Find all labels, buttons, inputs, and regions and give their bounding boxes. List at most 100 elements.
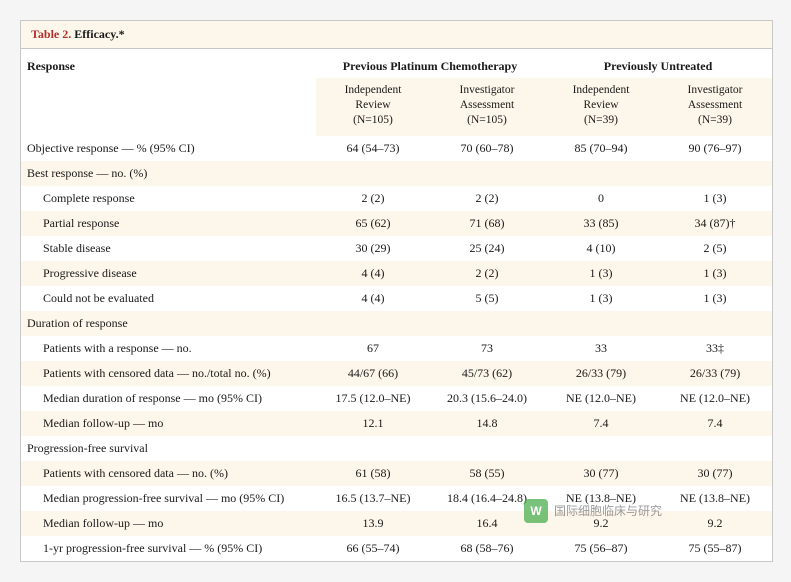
cell-value: 44/67 (66) bbox=[316, 361, 430, 386]
cell-value: 1 (3) bbox=[658, 186, 772, 211]
cell-value bbox=[430, 436, 544, 461]
cell-value: 5 (5) bbox=[430, 286, 544, 311]
row-label: Complete response bbox=[21, 186, 316, 211]
subhead-g1-ia: InvestigatorAssessment(N=105) bbox=[430, 78, 544, 136]
cell-value bbox=[430, 161, 544, 186]
row-label: Median duration of response — mo (95% CI… bbox=[21, 386, 316, 411]
table-row: Progressive disease4 (4)2 (2)1 (3)1 (3) bbox=[21, 261, 772, 286]
efficacy-table-container: Table 2. Efficacy.* Response Previous Pl… bbox=[20, 20, 773, 562]
cell-value: 34 (87)† bbox=[658, 211, 772, 236]
cell-value bbox=[544, 436, 658, 461]
table-row: Duration of response bbox=[21, 311, 772, 336]
cell-value bbox=[430, 311, 544, 336]
table-title-bar: Table 2. Efficacy.* bbox=[21, 21, 772, 49]
subhead-g2-ir: IndependentReview(N=39) bbox=[544, 78, 658, 136]
row-label: 1-yr progression-free survival — % (95% … bbox=[21, 536, 316, 561]
table-row: Could not be evaluated4 (4)5 (5)1 (3)1 (… bbox=[21, 286, 772, 311]
header-response: Response bbox=[21, 49, 316, 136]
row-label: Stable disease bbox=[21, 236, 316, 261]
cell-value: 2 (2) bbox=[430, 186, 544, 211]
row-label: Patients with censored data — no. (%) bbox=[21, 461, 316, 486]
cell-value bbox=[316, 311, 430, 336]
cell-value: 68 (58–76) bbox=[430, 536, 544, 561]
table-number: Table 2. bbox=[31, 27, 71, 41]
cell-value bbox=[544, 311, 658, 336]
table-row: Objective response — % (95% CI)64 (54–73… bbox=[21, 136, 772, 161]
row-label: Patients with a response — no. bbox=[21, 336, 316, 361]
table-row: Median duration of response — mo (95% CI… bbox=[21, 386, 772, 411]
cell-value: 33 bbox=[544, 336, 658, 361]
cell-value: 73 bbox=[430, 336, 544, 361]
cell-value: 90 (76–97) bbox=[658, 136, 772, 161]
table-body: Objective response — % (95% CI)64 (54–73… bbox=[21, 136, 772, 561]
cell-value: 33‡ bbox=[658, 336, 772, 361]
cell-value: 2 (2) bbox=[316, 186, 430, 211]
table-row: Best response — no. (%) bbox=[21, 161, 772, 186]
row-label: Median follow-up — mo bbox=[21, 511, 316, 536]
cell-value: 4 (4) bbox=[316, 286, 430, 311]
header-group-platinum: Previous Platinum Chemotherapy bbox=[316, 49, 544, 78]
cell-value: 65 (62) bbox=[316, 211, 430, 236]
cell-value bbox=[658, 161, 772, 186]
cell-value: 45/73 (62) bbox=[430, 361, 544, 386]
cell-value: 2 (5) bbox=[658, 236, 772, 261]
header-group-untreated: Previously Untreated bbox=[544, 49, 772, 78]
cell-value: 13.9 bbox=[316, 511, 430, 536]
cell-value: NE (13.8–NE) bbox=[658, 486, 772, 511]
row-label: Could not be evaluated bbox=[21, 286, 316, 311]
row-label: Median follow-up — mo bbox=[21, 411, 316, 436]
table-row: Median progression-free survival — mo (9… bbox=[21, 486, 772, 511]
cell-value: 9.2 bbox=[658, 511, 772, 536]
cell-value bbox=[316, 436, 430, 461]
table-row: Complete response2 (2)2 (2)01 (3) bbox=[21, 186, 772, 211]
cell-value: 16.5 (13.7–NE) bbox=[316, 486, 430, 511]
cell-value: 66 (55–74) bbox=[316, 536, 430, 561]
cell-value: 85 (70–94) bbox=[544, 136, 658, 161]
cell-value: 16.4 bbox=[430, 511, 544, 536]
row-label: Partial response bbox=[21, 211, 316, 236]
cell-value: 1 (3) bbox=[658, 261, 772, 286]
cell-value: 7.4 bbox=[658, 411, 772, 436]
row-label: Progressive disease bbox=[21, 261, 316, 286]
cell-value: 20.3 (15.6–24.0) bbox=[430, 386, 544, 411]
cell-value: 30 (29) bbox=[316, 236, 430, 261]
cell-value: 12.1 bbox=[316, 411, 430, 436]
cell-value: 14.8 bbox=[430, 411, 544, 436]
cell-value: NE (12.0–NE) bbox=[658, 386, 772, 411]
row-label: Progression-free survival bbox=[21, 436, 316, 461]
cell-value: 26/33 (79) bbox=[658, 361, 772, 386]
table-row: Patients with a response — no.67733333‡ bbox=[21, 336, 772, 361]
cell-value: 75 (55–87) bbox=[658, 536, 772, 561]
row-label: Duration of response bbox=[21, 311, 316, 336]
cell-value: NE (13.8–NE) bbox=[544, 486, 658, 511]
table-row: Stable disease30 (29)25 (24)4 (10)2 (5) bbox=[21, 236, 772, 261]
cell-value: 30 (77) bbox=[544, 461, 658, 486]
cell-value: 67 bbox=[316, 336, 430, 361]
table-row: 1-yr progression-free survival — % (95% … bbox=[21, 536, 772, 561]
cell-value: 2 (2) bbox=[430, 261, 544, 286]
cell-value: 70 (60–78) bbox=[430, 136, 544, 161]
row-label: Median progression-free survival — mo (9… bbox=[21, 486, 316, 511]
cell-value bbox=[544, 161, 658, 186]
efficacy-table: Response Previous Platinum Chemotherapy … bbox=[21, 49, 772, 561]
cell-value: 61 (58) bbox=[316, 461, 430, 486]
row-label: Best response — no. (%) bbox=[21, 161, 316, 186]
table-row: Patients with censored data — no./total … bbox=[21, 361, 772, 386]
subhead-g1-ir: IndependentReview(N=105) bbox=[316, 78, 430, 136]
cell-value: 58 (55) bbox=[430, 461, 544, 486]
cell-value: 33 (85) bbox=[544, 211, 658, 236]
table-row: Partial response65 (62)71 (68)33 (85)34 … bbox=[21, 211, 772, 236]
cell-value: 1 (3) bbox=[544, 261, 658, 286]
cell-value: 25 (24) bbox=[430, 236, 544, 261]
cell-value: 30 (77) bbox=[658, 461, 772, 486]
table-row: Median follow-up — mo13.916.49.29.2 bbox=[21, 511, 772, 536]
table-row: Progression-free survival bbox=[21, 436, 772, 461]
cell-value: NE (12.0–NE) bbox=[544, 386, 658, 411]
cell-value: 71 (68) bbox=[430, 211, 544, 236]
cell-value: 9.2 bbox=[544, 511, 658, 536]
cell-value: 64 (54–73) bbox=[316, 136, 430, 161]
cell-value: 26/33 (79) bbox=[544, 361, 658, 386]
row-label: Objective response — % (95% CI) bbox=[21, 136, 316, 161]
cell-value: 4 (4) bbox=[316, 261, 430, 286]
table-row: Median follow-up — mo12.114.87.47.4 bbox=[21, 411, 772, 436]
